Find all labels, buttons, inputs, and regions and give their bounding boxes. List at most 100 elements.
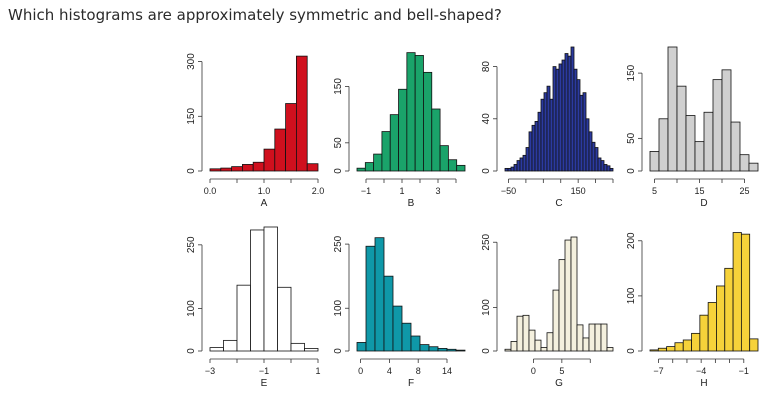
histogram-bar <box>588 131 593 172</box>
x-tick-label: −3 <box>205 366 215 376</box>
x-tick-label: 150 <box>571 186 586 196</box>
histogram-bar <box>558 259 566 352</box>
x-tick-label: 1.0 <box>258 186 271 196</box>
histogram-bar <box>277 286 292 352</box>
histogram-bar <box>674 342 684 352</box>
histogram-bar <box>220 167 233 172</box>
histogram-bar <box>519 157 524 172</box>
y-tick-label: 100 <box>333 299 344 316</box>
histogram-bar <box>306 163 319 172</box>
histogram-bar <box>585 118 590 172</box>
histogram-bar <box>600 160 605 172</box>
histogram-bar <box>724 267 734 352</box>
histogram-a: 0 150 300 0.0 1.0 2.0 A <box>186 53 324 209</box>
histogram-label: G <box>555 378 563 389</box>
histogram-bar <box>295 55 308 172</box>
histogram-bar <box>564 53 569 172</box>
histogram-bar <box>209 347 224 352</box>
histogram-bar <box>552 66 557 172</box>
histogram-bar <box>528 131 533 172</box>
x-tick-label: 14 <box>442 366 452 376</box>
histogram-e: 0 100 250 −3 −1 1 E <box>186 226 321 389</box>
histogram-bar <box>365 245 376 352</box>
histogram-bar <box>730 121 741 172</box>
histogram-bar <box>250 229 265 352</box>
histogram-bar <box>649 151 660 172</box>
histogram-bar <box>231 166 243 172</box>
histogram-bar <box>597 157 602 172</box>
histogram-d: 0 50 150 5 15 25 D <box>626 46 759 209</box>
histogram-bar <box>241 164 254 172</box>
histogram-bar <box>606 347 614 352</box>
histogram-bar <box>383 275 394 352</box>
x-tick-label: 4 <box>387 366 392 376</box>
histogram-bar <box>594 323 602 352</box>
histogram-bar <box>504 167 509 172</box>
histogram-bar <box>510 166 515 172</box>
y-tick-label: 0 <box>333 348 344 354</box>
histogram-bar <box>428 346 439 352</box>
histogram-c: 0 40 80 −50 150 C <box>481 46 614 209</box>
histogram-bar <box>447 159 458 172</box>
y-tick-label: 100 <box>626 287 637 304</box>
histogram-bar <box>657 347 668 352</box>
histogram-bar <box>209 168 222 172</box>
histogram-bar <box>522 314 530 352</box>
y-tick-label: 40 <box>481 113 492 125</box>
x-tick-label: 2.0 <box>312 186 325 196</box>
y-tick-label: 80 <box>481 61 492 73</box>
x-tick-label: −1 <box>361 186 371 196</box>
x-tick-label: 8 <box>416 366 421 376</box>
histogram-bar <box>540 98 545 172</box>
histogram-bar <box>567 55 572 172</box>
histogram-bar <box>356 167 366 172</box>
y-tick-label: 50 <box>333 137 344 149</box>
histogram-bar <box>406 52 416 172</box>
histogram-bar <box>740 233 751 352</box>
histogram-bar <box>546 332 554 352</box>
y-tick-label: 0 <box>481 168 492 174</box>
y-tick-label: 300 <box>186 53 197 70</box>
histogram-label: A <box>261 198 268 209</box>
y-tick-label: 0 <box>481 348 492 354</box>
x-tick-label: −7 <box>653 366 663 376</box>
histogram-bar <box>694 141 705 172</box>
x-tick-label: 0 <box>358 366 363 376</box>
histogram-bar <box>739 154 750 172</box>
x-tick-label: −4 <box>696 366 706 376</box>
histogram-bar <box>576 324 584 352</box>
histogram-bar <box>504 348 512 352</box>
histogram-bar <box>576 79 581 172</box>
y-tick-label: 0 <box>186 168 197 174</box>
histogram-bar <box>676 85 687 172</box>
x-tick-label: 1 <box>399 186 404 196</box>
x-tick-label: 3 <box>435 186 440 196</box>
x-tick-label: 5 <box>559 366 564 376</box>
y-tick-label: 150 <box>626 64 637 81</box>
histogram-bar <box>274 128 286 172</box>
histogram-bar <box>507 167 512 172</box>
histogram-bar <box>522 154 527 172</box>
histogram-g: 0 100 250 0 5 G <box>481 233 614 389</box>
y-tick-label: 0 <box>186 348 197 354</box>
histogram-bar <box>691 332 701 352</box>
histogram-bar <box>561 59 566 172</box>
histogram-bar <box>666 346 676 352</box>
histogram-bar <box>252 161 265 172</box>
histogram-bar <box>552 289 560 352</box>
histogram-bar <box>649 349 659 352</box>
histogram-bar <box>546 85 551 172</box>
y-tick-label: 250 <box>186 236 197 253</box>
histogram-label: C <box>555 198 562 209</box>
y-tick-label: 100 <box>186 300 197 317</box>
histogram-bar <box>285 103 297 172</box>
y-tick-label: 0 <box>626 348 637 354</box>
histogram-bar <box>685 115 696 172</box>
histogram-bar <box>381 131 391 172</box>
histogram-bar <box>304 348 319 352</box>
histogram-bar <box>398 88 408 172</box>
histogram-label: D <box>700 198 707 209</box>
histogram-bar <box>446 348 457 352</box>
histogram-bar <box>389 114 399 172</box>
